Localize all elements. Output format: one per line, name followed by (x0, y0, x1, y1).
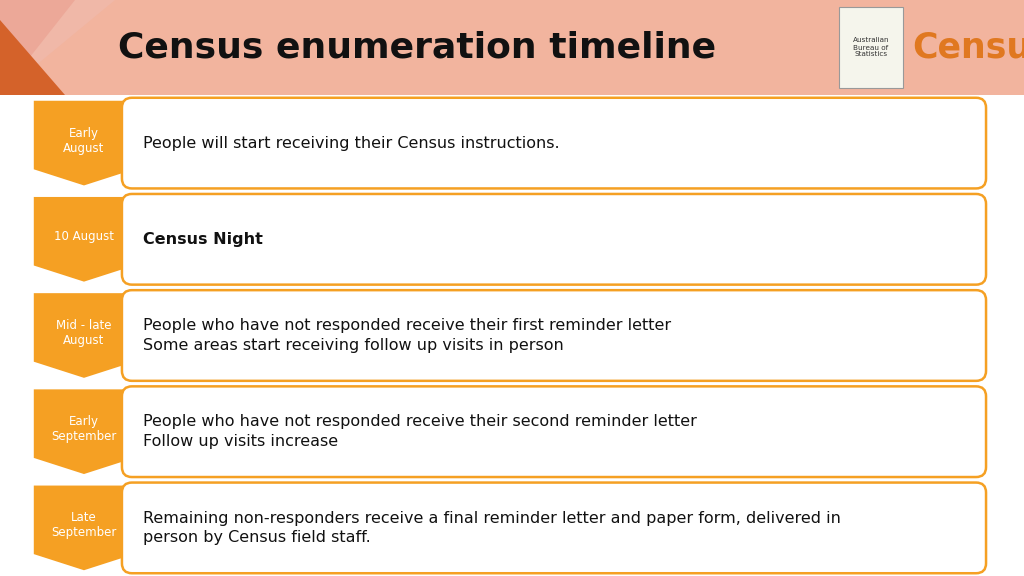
FancyBboxPatch shape (0, 0, 1024, 95)
Text: Census: Census (912, 31, 1024, 65)
FancyBboxPatch shape (122, 290, 986, 381)
Polygon shape (0, 0, 75, 95)
Polygon shape (34, 101, 134, 185)
Text: People who have not responded receive their first reminder letter
Some areas sta: People who have not responded receive th… (143, 318, 671, 353)
Text: Early
August: Early August (63, 127, 104, 155)
FancyBboxPatch shape (122, 386, 986, 477)
Text: Australian
Bureau of
Statistics: Australian Bureau of Statistics (853, 37, 889, 58)
Text: Late
September: Late September (51, 511, 117, 540)
FancyBboxPatch shape (0, 95, 1024, 576)
FancyBboxPatch shape (122, 98, 986, 188)
Polygon shape (34, 293, 134, 378)
Polygon shape (0, 20, 65, 95)
Polygon shape (34, 389, 134, 474)
Text: Census enumeration timeline: Census enumeration timeline (118, 31, 716, 65)
Text: Mid - late
August: Mid - late August (56, 319, 112, 347)
Text: People will start receiving their Census instructions.: People will start receiving their Census… (143, 135, 559, 150)
Text: Census Night: Census Night (143, 232, 263, 247)
FancyBboxPatch shape (122, 194, 986, 285)
FancyBboxPatch shape (839, 7, 903, 88)
Text: 10 August: 10 August (54, 230, 114, 244)
Polygon shape (34, 486, 134, 570)
Text: Remaining non-responders receive a final reminder letter and paper form, deliver: Remaining non-responders receive a final… (143, 510, 841, 545)
Text: Early
September: Early September (51, 415, 117, 444)
Polygon shape (34, 197, 134, 282)
FancyBboxPatch shape (122, 483, 986, 573)
Polygon shape (0, 0, 115, 95)
Text: People who have not responded receive their second reminder letter
Follow up vis: People who have not responded receive th… (143, 414, 696, 449)
